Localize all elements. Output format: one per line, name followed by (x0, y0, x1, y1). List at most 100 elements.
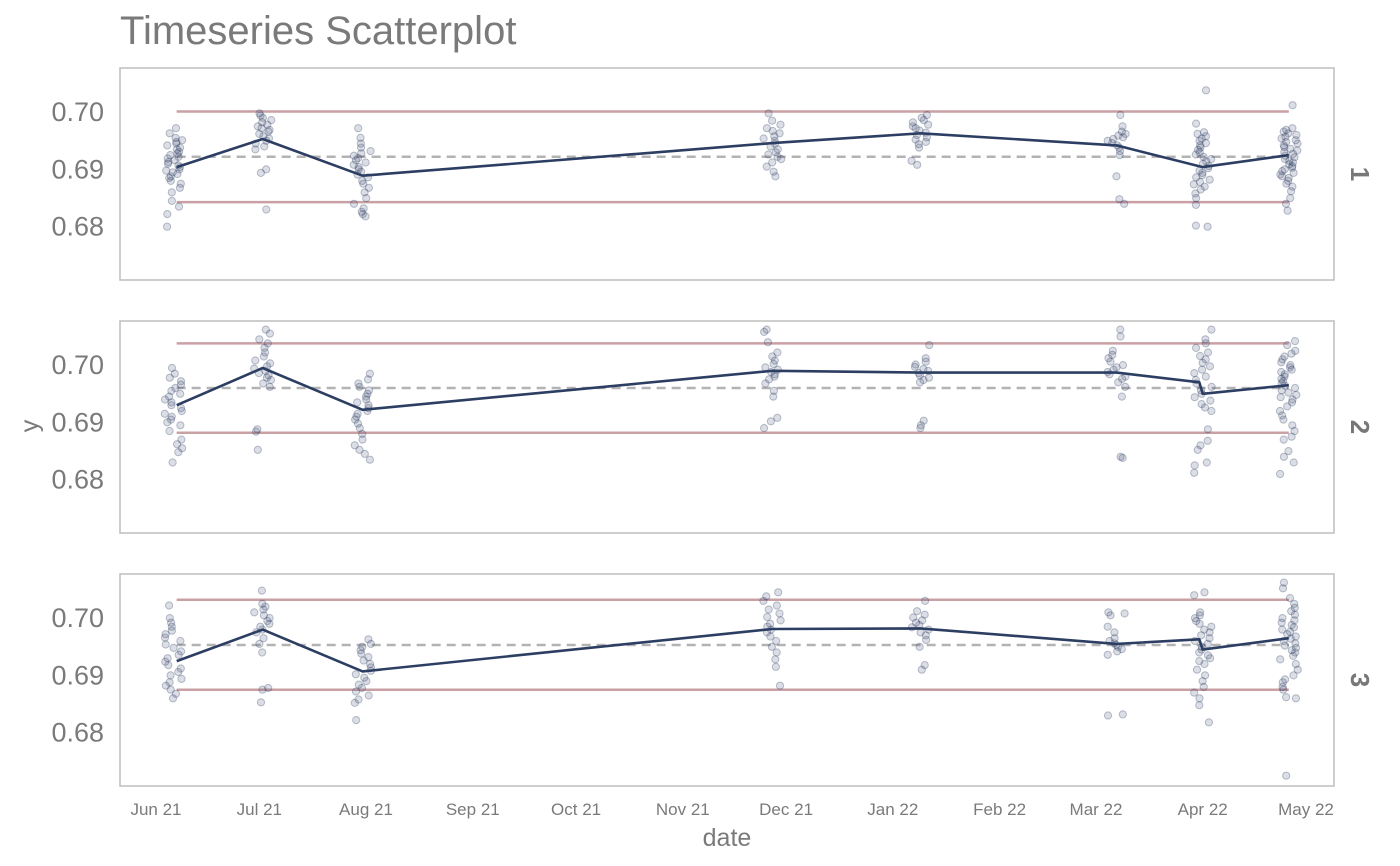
data-point (1207, 155, 1216, 164)
data-point (265, 329, 274, 338)
data-point (1103, 622, 1112, 631)
data-point (352, 716, 361, 725)
data-point (1278, 172, 1287, 181)
data-point (349, 160, 358, 169)
data-point (163, 141, 172, 150)
data-point (1117, 645, 1126, 654)
data-point (260, 343, 269, 352)
data-point (255, 639, 264, 649)
panel-frame (119, 573, 1335, 787)
data-point (760, 424, 769, 433)
data-point (166, 151, 175, 160)
data-point (165, 173, 174, 183)
data-point (1195, 648, 1204, 657)
data-point (1190, 393, 1199, 402)
data-point (250, 608, 259, 617)
data-point (167, 363, 177, 373)
data-point (1289, 623, 1299, 632)
data-point (1116, 332, 1125, 341)
data-point (915, 378, 925, 387)
data-point (1280, 370, 1289, 379)
data-point (1290, 599, 1299, 608)
data-point (771, 655, 780, 664)
data-point (360, 673, 369, 682)
data-point (355, 424, 364, 433)
data-point (255, 109, 264, 118)
data-point (776, 120, 785, 129)
data-point (769, 392, 778, 401)
data-point (768, 158, 777, 167)
y-axis-label: y (16, 419, 44, 432)
data-point (1115, 195, 1124, 204)
data-point (1118, 122, 1127, 131)
data-point (1291, 136, 1300, 145)
data-point (359, 656, 368, 665)
data-point (171, 133, 180, 142)
panel-frame (119, 67, 1335, 281)
data-point (1290, 616, 1299, 625)
data-point (1200, 182, 1209, 191)
data-point (358, 642, 367, 651)
data-point (1195, 611, 1204, 620)
data-point (356, 139, 365, 148)
data-point (1286, 361, 1295, 370)
data-point (357, 207, 366, 216)
data-point (355, 382, 364, 391)
data-point (1200, 588, 1209, 597)
data-point (776, 616, 785, 625)
data-point (914, 140, 923, 149)
data-point (259, 605, 268, 614)
data-point (362, 392, 371, 401)
data-point (1280, 352, 1289, 361)
data-point (1281, 675, 1290, 684)
data-point (908, 118, 918, 127)
data-point (265, 614, 274, 623)
data-point (174, 448, 183, 457)
data-point (1285, 160, 1294, 169)
data-point (1287, 398, 1297, 407)
data-point (1288, 395, 1297, 404)
y-tick-label: 0.68 (51, 212, 104, 242)
data-point (1203, 436, 1212, 445)
data-point (1201, 339, 1210, 348)
data-point (1282, 125, 1291, 134)
data-point (1195, 694, 1204, 703)
data-point (1286, 194, 1295, 203)
data-point (1196, 608, 1205, 617)
data-point (171, 383, 180, 393)
data-point (174, 650, 183, 659)
data-point (251, 356, 260, 365)
chart-title: Timeseries Scatterplot (120, 9, 516, 53)
data-point (358, 435, 367, 444)
facet-strip-label: 2 (1345, 420, 1375, 434)
panel-frame (119, 320, 1335, 534)
x-tick-label: Feb 22 (973, 800, 1026, 819)
data-point (1277, 618, 1286, 627)
x-tick-label: Jun 21 (130, 800, 181, 819)
facet-panel-2: 0.70 0.69 0.68 2 (51, 320, 1375, 534)
data-point (1192, 665, 1202, 674)
data-point (1287, 187, 1296, 196)
data-point (257, 586, 266, 595)
data-point (921, 631, 930, 640)
data-point (360, 188, 369, 197)
data-point (258, 599, 267, 608)
data-point (1118, 374, 1127, 383)
data-point (1278, 584, 1288, 593)
data-point (173, 149, 182, 158)
x-tick-label: Jul 21 (237, 800, 282, 819)
data-point (1290, 610, 1300, 619)
x-tick-label: May 22 (1278, 800, 1334, 819)
data-point (176, 377, 186, 386)
data-point (354, 680, 363, 689)
data-point (1292, 390, 1301, 399)
data-point (924, 373, 934, 382)
data-point (919, 375, 928, 385)
data-point (772, 636, 781, 646)
data-point (764, 150, 773, 159)
data-point (166, 176, 175, 185)
data-point (1200, 403, 1210, 412)
data-point (1120, 199, 1129, 208)
data-point (1285, 156, 1294, 165)
data-point (1108, 346, 1117, 355)
